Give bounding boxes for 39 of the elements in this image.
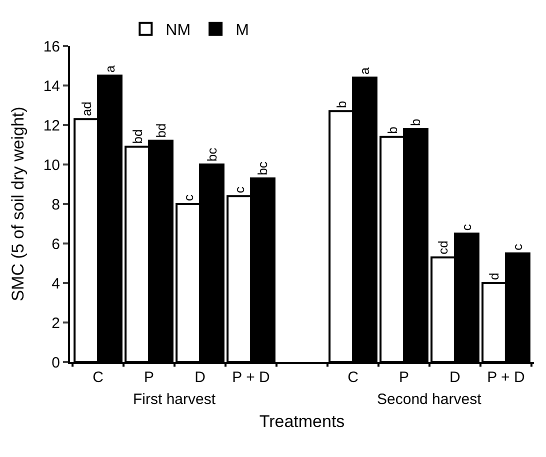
text: Second harvest bbox=[377, 391, 482, 408]
data-label: bd bbox=[153, 123, 168, 138]
data-label: c bbox=[510, 243, 526, 250]
x-tick-label: D bbox=[450, 369, 461, 386]
y-tick-label: 12 bbox=[43, 117, 60, 134]
y-tick-label: 16 bbox=[43, 38, 60, 56]
x-tick-label: C bbox=[348, 369, 359, 386]
x-tick-label: P + D bbox=[487, 369, 525, 386]
data-label: cd bbox=[436, 240, 451, 254]
legend-label: NM bbox=[166, 22, 191, 40]
data-label: d bbox=[486, 272, 502, 280]
x-tick-label: P bbox=[144, 369, 154, 386]
y-tick-label: 10 bbox=[43, 156, 60, 174]
y-tick-label: 6 bbox=[52, 236, 60, 253]
data-label: c bbox=[180, 194, 196, 201]
data-label: c bbox=[459, 224, 474, 231]
x-tick-label: C bbox=[92, 369, 104, 386]
text: First harvest bbox=[133, 391, 216, 408]
y-tick-label: 8 bbox=[52, 196, 60, 214]
data-label: bc bbox=[204, 147, 220, 162]
y-tick-label: 14 bbox=[43, 78, 60, 95]
x-tick-label: D bbox=[194, 369, 206, 386]
y-axis-title: SMC (5 of soil dry weight) bbox=[8, 106, 28, 302]
legend-label: M bbox=[236, 22, 249, 40]
data-label: bd bbox=[130, 129, 145, 144]
data-label: b bbox=[384, 126, 400, 134]
data-label: b bbox=[408, 118, 424, 126]
data-label: a bbox=[357, 66, 372, 75]
data-label: c bbox=[232, 186, 247, 194]
x-tick-label: P bbox=[398, 369, 409, 386]
y-tick-label: 2 bbox=[52, 314, 60, 332]
y-tick-label: 0 bbox=[52, 354, 60, 372]
x-axis-title: Treatments bbox=[259, 412, 345, 431]
data-label: bc bbox=[255, 161, 270, 176]
data-label: ad bbox=[78, 102, 94, 116]
y-tick-label: 4 bbox=[52, 275, 60, 292]
data-label: a bbox=[102, 64, 118, 73]
data-label: b bbox=[334, 100, 349, 108]
x-tick-label: P + D bbox=[232, 369, 270, 386]
